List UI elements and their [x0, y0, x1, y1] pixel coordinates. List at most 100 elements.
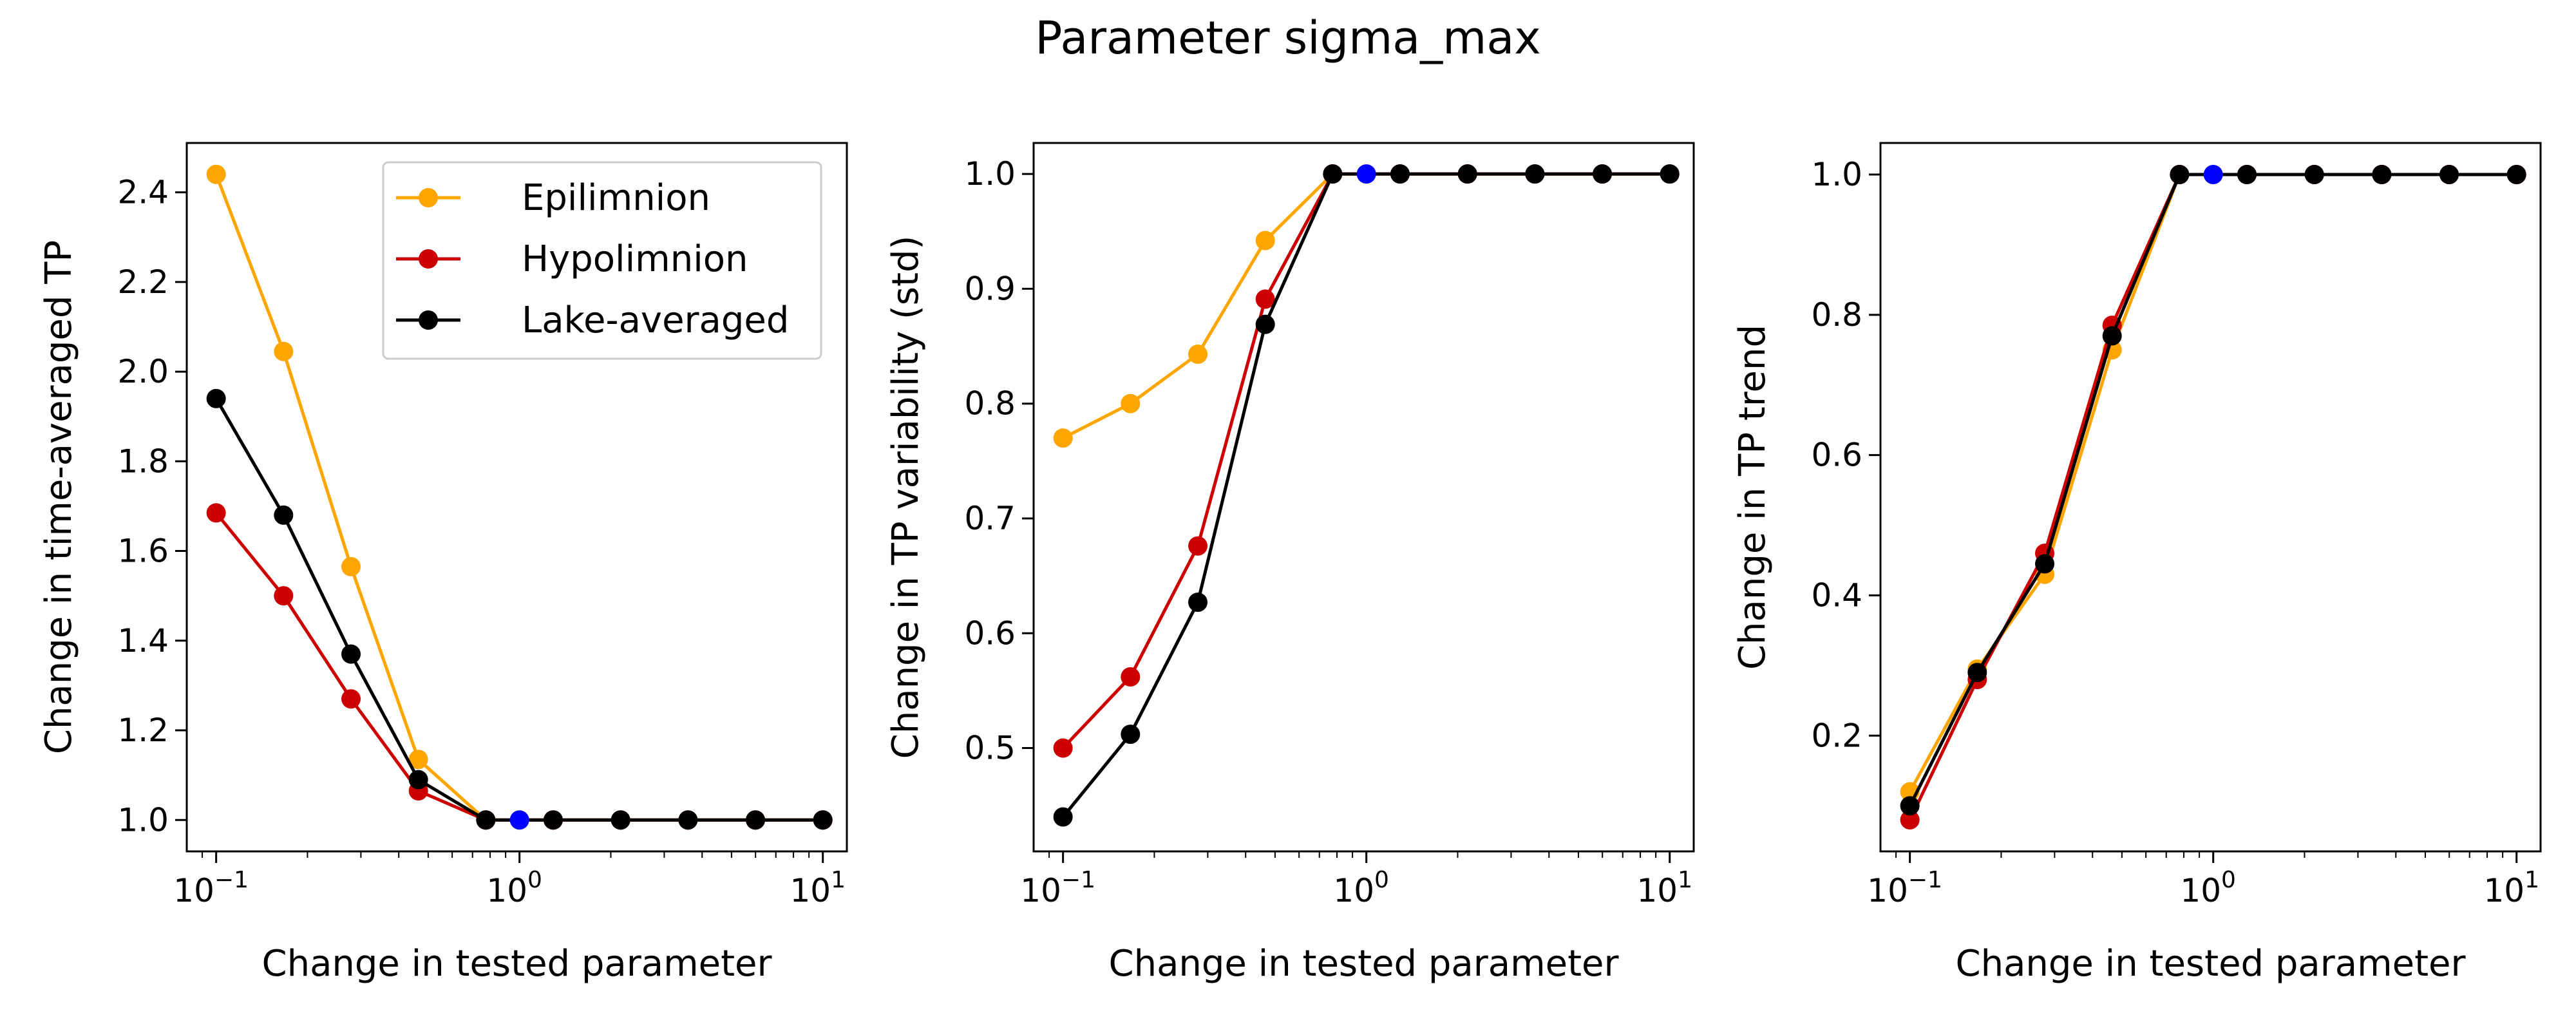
data-point-lake-averaged [1121, 725, 1141, 744]
y-axis-label: Change in TP variability (std) [885, 236, 927, 759]
data-point-lake-averaged [2372, 165, 2392, 185]
y-tick-label: 1.0 [1811, 156, 1862, 193]
legend-swatch-marker [419, 188, 438, 207]
y-tick-label: 1.8 [117, 442, 169, 480]
x-axis-label: Change in tested parameter [1955, 943, 2466, 985]
x-tick-label: 100 [2180, 867, 2236, 909]
y-tick-label: 1.2 [117, 712, 169, 749]
y-tick-label: 0.5 [964, 730, 1016, 767]
figure-title: Parameter sigma_max [1035, 12, 1541, 64]
y-tick-label: 0.6 [964, 614, 1016, 652]
baseline-point [1356, 164, 1376, 184]
data-point-lake-averaged [746, 810, 766, 830]
series-line-lake-averaged [1061, 172, 1670, 819]
axes-frame [1032, 142, 1695, 853]
y-tick-label: 2.4 [117, 174, 169, 211]
baseline-point [509, 810, 529, 830]
y-tick-label: 0.6 [1811, 437, 1862, 474]
y-tick-label: 2.2 [117, 263, 169, 301]
y-axis-label: Change in TP trend [1732, 325, 1774, 670]
data-point-hypolimnion [274, 586, 294, 606]
data-point-epilimnion [1188, 345, 1208, 365]
data-point-lake-averaged [1053, 807, 1073, 827]
series-line-lake-averaged [214, 397, 823, 822]
data-point-hypolimnion [1053, 738, 1073, 758]
axes-frame [185, 142, 848, 853]
chart-panel-1: 10−1 100 101 1.0 1.2 1.4 1.6 1.8 2.0 2.2 2.4 Change… [38, 142, 848, 985]
legend-label: Epilimnion [522, 177, 710, 219]
data-point-lake-averaged [2102, 326, 2122, 346]
y-tick-label: 1.6 [117, 533, 169, 570]
y-tick-label: 0.9 [964, 270, 1016, 307]
data-point-lake-averaged [1390, 164, 1410, 184]
legend-label: Lake-averaged [522, 299, 789, 341]
y-tick-label: 0.2 [1811, 717, 1862, 754]
data-point-epilimnion [1121, 393, 1141, 413]
x-tick-label: 100 [486, 867, 542, 909]
x-tick-label: 101 [2483, 867, 2539, 909]
data-point-lake-averaged [678, 810, 698, 830]
legend-swatch-marker [419, 310, 438, 330]
data-point-lake-averaged [813, 810, 833, 830]
x-tick-label: 101 [790, 867, 846, 909]
y-tick-label: 1.0 [964, 155, 1016, 193]
data-point-hypolimnion [1121, 667, 1141, 687]
data-point-lake-averaged [2035, 554, 2055, 574]
data-point-epilimnion [1255, 231, 1275, 251]
data-point-hypolimnion [1900, 810, 1920, 829]
x-tick-label: 10−1 [173, 867, 249, 909]
chart-panel-2: 10−1 100 101 0.5 0.6 0.7 0.8 0.9 1.0 Change in te… [885, 142, 1695, 985]
data-point-lake-averaged [206, 388, 226, 408]
data-point-lake-averaged [2304, 165, 2324, 185]
data-point-lake-averaged [274, 505, 294, 525]
data-point-lake-averaged [1188, 592, 1208, 612]
y-tick-label: 0.4 [1811, 576, 1862, 614]
y-tick-label: 1.0 [117, 801, 169, 839]
data-point-lake-averaged [1593, 164, 1613, 184]
data-point-lake-averaged [476, 810, 496, 830]
x-tick-label: 10−1 [1867, 867, 1942, 909]
y-tick-label: 2.0 [117, 353, 169, 390]
data-point-lake-averaged [2506, 165, 2526, 185]
series-line-hypolimnion [1061, 172, 1670, 750]
data-point-lake-averaged [2170, 165, 2190, 185]
series-line-epilimnion [1908, 173, 2517, 793]
data-point-lake-averaged [544, 810, 564, 830]
series-line-epilimnion [1062, 172, 1670, 440]
y-axis-label: Change in time-averaged TP [38, 240, 80, 754]
y-tick-label: 1.4 [117, 622, 169, 659]
data-point-lake-averaged [2439, 165, 2459, 185]
legend-box [382, 161, 822, 360]
x-tick-label: 10−1 [1020, 867, 1095, 909]
data-point-lake-averaged [1967, 663, 1987, 683]
y-tick-label: 0.8 [1811, 296, 1862, 334]
data-point-lake-averaged [1525, 164, 1545, 184]
data-point-hypolimnion [206, 503, 226, 523]
data-point-epilimnion [206, 164, 226, 184]
data-point-lake-averaged [1323, 164, 1343, 184]
series-line-lake-averaged [1908, 173, 2517, 807]
data-point-lake-averaged [408, 770, 428, 790]
x-tick-label: 100 [1333, 867, 1389, 909]
data-point-hypolimnion [1255, 289, 1275, 309]
data-point-lake-averaged [611, 810, 630, 830]
x-axis-label: Change in tested parameter [1108, 943, 1619, 985]
baseline-point [2203, 165, 2223, 185]
axes-frame [1879, 142, 2542, 853]
chart-panel-3: 10−1 100 101 0.2 0.4 0.6 0.8 1.0 Change in teste… [1732, 142, 2542, 985]
data-point-lake-averaged [1457, 164, 1477, 184]
x-axis-label: Change in tested parameter [261, 943, 772, 985]
legend-swatch-marker [419, 249, 438, 269]
series-line-hypolimnion [214, 511, 823, 822]
x-tick-label: 101 [1636, 867, 1692, 909]
legend-label: Hypolimnion [522, 238, 748, 280]
data-point-epilimnion [341, 556, 361, 576]
y-tick-label: 0.7 [964, 500, 1016, 537]
data-point-lake-averaged [1660, 164, 1680, 184]
data-point-hypolimnion [341, 689, 361, 709]
y-tick-label: 0.8 [964, 385, 1016, 422]
data-point-lake-averaged [341, 644, 361, 664]
legend: Epilimnion Hypolimnion Lake-averaged [382, 161, 822, 360]
